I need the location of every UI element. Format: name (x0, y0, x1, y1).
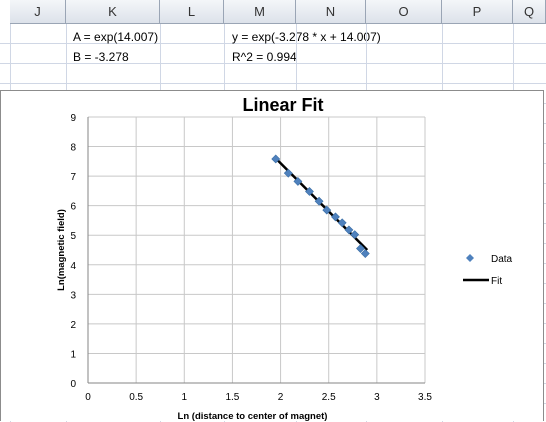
data-point (356, 244, 365, 253)
x-tick-label: 3.5 (418, 392, 432, 403)
data-point (283, 168, 293, 178)
data-point (314, 196, 324, 206)
x-tick-label: 1 (182, 392, 188, 403)
column-header-q[interactable]: Q (513, 0, 546, 24)
x-tick-label: 2.5 (322, 392, 336, 403)
legend-marker-data (466, 254, 474, 262)
cell-k1[interactable]: A = exp(14.007) (73, 30, 159, 44)
legend-label-fit: Fit (491, 276, 502, 287)
column-header-o[interactable]: O (366, 0, 442, 24)
y-tick-label: 5 (70, 231, 76, 242)
row-gridline (0, 63, 546, 64)
y-axis-label: Ln(magnetic field) (56, 209, 67, 291)
data-point (322, 205, 332, 215)
y-tick-label: 2 (70, 320, 76, 331)
y-tick-label: 3 (70, 290, 76, 301)
y-tick-label: 9 (70, 113, 76, 124)
y-tick-label: 6 (70, 202, 76, 213)
cell-m2[interactable]: R^2 = 0.994 (232, 50, 297, 64)
column-header-m[interactable]: M (224, 0, 296, 24)
column-header-n[interactable]: N (296, 0, 366, 24)
row-gridline (0, 83, 546, 84)
data-point (331, 212, 340, 222)
cell-k2[interactable]: B = -3.278 (73, 50, 129, 64)
data-point (293, 177, 303, 186)
data-point (344, 225, 354, 235)
y-tick-label: 8 (70, 143, 76, 154)
y-tick-label: 4 (70, 261, 76, 272)
x-axis-label: Ln (distance to center of magnet) (178, 411, 328, 422)
x-tick-label: 0.5 (129, 392, 143, 403)
data-point (350, 230, 360, 240)
cell-m1[interactable]: y = exp(-3.278 * x + 14.007) (232, 30, 381, 44)
column-header-p[interactable]: P (442, 0, 513, 24)
y-tick-label: 7 (70, 172, 76, 183)
x-tick-label: 2 (278, 392, 284, 403)
chart-title: Linear Fit (242, 95, 323, 115)
data-point (337, 218, 347, 228)
chart-object[interactable]: 0 0.5 1 1.5 2 2.5 3 3.5 0 1 2 3 4 5 6 7 8 9 Linear Fit Ln (… (0, 90, 544, 422)
column-header-l[interactable]: L (160, 0, 224, 24)
scatter-chart: 0 0.5 1 1.5 2 2.5 3 3.5 0 1 2 3 4 5 6 7 8 9 Linear Fit Ln (… (56, 95, 513, 422)
data-point (305, 187, 314, 196)
data-point (360, 249, 370, 258)
x-tick-label: 0 (85, 392, 91, 403)
x-tick-label: 1.5 (225, 392, 239, 403)
data-point (271, 154, 281, 164)
x-tick-label: 3 (374, 392, 380, 403)
y-tick-label: 1 (70, 349, 76, 360)
y-tick-label: 0 (70, 379, 76, 390)
column-header-k[interactable]: K (66, 0, 160, 24)
legend-label-data: Data (491, 254, 513, 265)
row-gridline (0, 43, 546, 44)
column-header-j[interactable]: J (10, 0, 66, 24)
